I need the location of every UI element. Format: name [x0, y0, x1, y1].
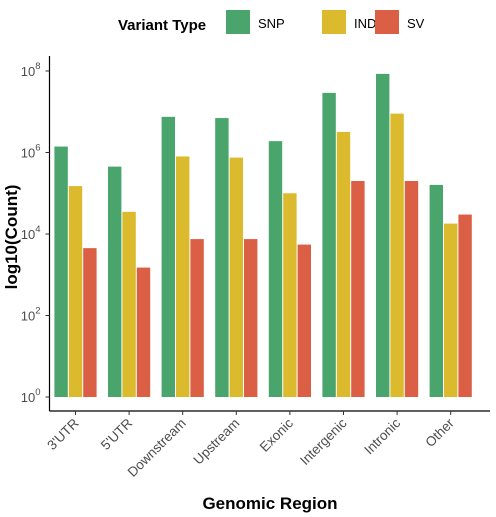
bar-snp-3 [215, 118, 229, 397]
bar-snp-2 [161, 116, 175, 398]
bar-sv-0 [83, 248, 97, 397]
x-axis-title: Genomic Region [202, 494, 337, 513]
bar-indel-2 [176, 156, 190, 397]
bar-sv-1 [136, 267, 151, 397]
x-tick-label: Exonic [257, 415, 296, 454]
x-tick-label: Intronic [361, 415, 403, 457]
x-tick-label: Upstream [190, 416, 242, 468]
bar-indel-4 [283, 193, 297, 397]
bar-snp-4 [268, 141, 283, 397]
bar-snp-1 [108, 166, 122, 397]
legend-label-sv: SV [407, 16, 425, 31]
bar-indel-1 [122, 211, 136, 397]
bar-snp-7 [429, 184, 443, 397]
y-tick-label: 104 [21, 224, 41, 242]
legend-title: Variant Type [118, 17, 206, 34]
bar-sv-2 [190, 239, 204, 397]
y-tick-label: 108 [21, 61, 41, 79]
bar-indel-0 [68, 186, 83, 397]
bar-indel-3 [229, 157, 243, 397]
x-tick-label: 3'UTR [44, 415, 82, 453]
bar-sv-4 [297, 244, 311, 397]
y-tick-label: 100 [21, 387, 41, 405]
bar-snp-6 [376, 73, 390, 398]
x-tick-label: 5'UTR [98, 415, 136, 453]
legend-swatch-indel [322, 10, 346, 34]
y-tick-label: 106 [21, 143, 41, 161]
legend-label-snp: SNP [258, 16, 285, 31]
bar-sv-3 [244, 239, 258, 397]
x-tick-label: Intergenic [297, 415, 350, 468]
bar-sv-5 [351, 180, 365, 397]
bar-indel-7 [444, 223, 458, 397]
legend: Variant Type SNP INDEL SV [118, 10, 425, 34]
y-tick-label: 102 [21, 306, 41, 324]
bar-snp-0 [54, 146, 68, 397]
x-tick-label: Other [422, 415, 457, 450]
bar-indel-6 [390, 113, 404, 397]
legend-swatch-sv [375, 10, 399, 34]
bar-sv-6 [404, 180, 419, 397]
bar-snp-5 [322, 92, 336, 397]
bar-sv-7 [458, 214, 472, 397]
bar-indel-5 [336, 131, 351, 397]
y-axis-title: log10(Count) [2, 185, 21, 290]
legend-swatch-snp [226, 10, 250, 34]
x-tick-label: Downstream [125, 416, 189, 480]
